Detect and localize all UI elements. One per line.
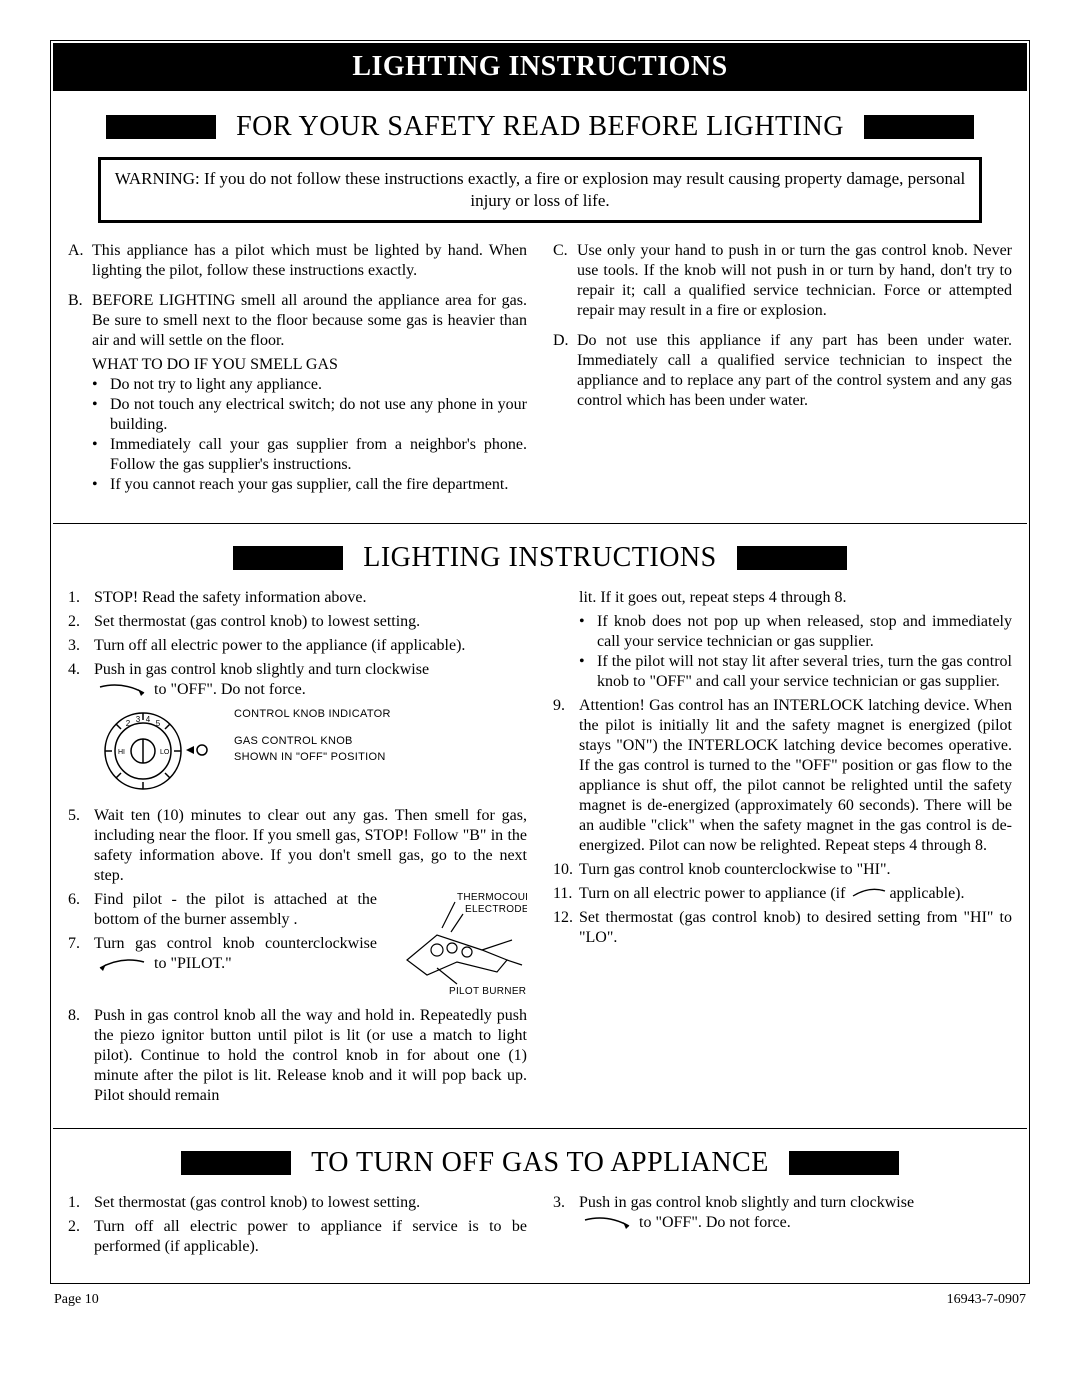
- heading-bar-left: [233, 546, 343, 570]
- step-4a: Push in gas control knob slightly and tu…: [94, 661, 429, 678]
- step-6: 6.Find pilot - the pilot is attached at …: [68, 890, 377, 930]
- svg-text:4: 4: [146, 715, 151, 724]
- smell-bullet-2: Do not touch any electrical switch; do n…: [110, 395, 527, 435]
- knob-diagram: 2 3 4 5 HI LO CONTROL KNOB INDICATOR: [98, 706, 527, 796]
- main-title-bar: LIGHTING INSTRUCTIONS: [53, 43, 1027, 91]
- label-knob: GAS CONTROL KNOB: [234, 733, 391, 750]
- divider-1: [53, 523, 1027, 524]
- divider-2: [53, 1128, 1027, 1129]
- step-10: 10.Turn gas control knob counterclockwis…: [553, 860, 1012, 880]
- safety-item-d: D. Do not use this appliance if any part…: [553, 331, 1012, 411]
- safety-heading: FOR YOUR SAFETY READ BEFORE LIGHTING: [68, 111, 1012, 143]
- turnoff-2: 2.Turn off all electric power to applian…: [68, 1217, 527, 1257]
- smell-gas-list: Do not try to light any appliance. Do no…: [92, 375, 527, 495]
- safety-item-c: C. Use only your hand to push in or turn…: [553, 241, 1012, 321]
- label-thermocouple: THERMOCOUPLE: [457, 892, 527, 903]
- step-5: 5.Wait ten (10) minutes to clear out any…: [68, 806, 527, 886]
- label-electrode: ELECTRODE: [465, 904, 527, 915]
- lighting-columns: 1.STOP! Read the safety information abov…: [68, 588, 1012, 1110]
- svg-text:LO: LO: [160, 749, 170, 756]
- footer-doc-id: 16943-7-0907: [947, 1292, 1026, 1308]
- lighting-heading-text: LIGHTING INSTRUCTIONS: [343, 542, 736, 574]
- heading-bar-left: [106, 115, 216, 139]
- page-footer: Page 10 16943-7-0907: [50, 1292, 1030, 1308]
- turnoff-heading: TO TURN OFF GAS TO APPLIANCE: [68, 1147, 1012, 1179]
- pilot-diagram-row: 6.Find pilot - the pilot is attached at …: [68, 890, 527, 1006]
- pilot-burner-icon: THERMOCOUPLE ELECTRODE PILOT BURNER: [387, 890, 527, 1000]
- safety-item-b: B. BEFORE LIGHTING smell all around the …: [68, 291, 527, 495]
- smell-bullet-3: Immediately call your gas supplier from …: [110, 435, 527, 475]
- step-12: 12.Set thermostat (gas control knob) to …: [553, 908, 1012, 948]
- label-pilot-burner: PILOT BURNER: [449, 986, 526, 997]
- lighting-heading: LIGHTING INSTRUCTIONS: [68, 542, 1012, 574]
- safety-heading-text: FOR YOUR SAFETY READ BEFORE LIGHTING: [216, 111, 864, 143]
- label-indicator: CONTROL KNOB INDICATOR: [234, 706, 391, 723]
- cont-bullet-2: If the pilot will not stay lit after sev…: [597, 652, 1012, 692]
- turnoff-columns: 1.Set thermostat (gas control knob) to l…: [68, 1193, 1012, 1261]
- svg-text:5: 5: [156, 719, 161, 728]
- step-3: 3.Turn off all electric power to the app…: [68, 636, 527, 656]
- turnoff-1: 1.Set thermostat (gas control knob) to l…: [68, 1193, 527, 1213]
- counterclockwise-arrow-icon: [94, 958, 150, 972]
- step-1: 1.STOP! Read the safety information abov…: [68, 588, 527, 608]
- step-8: 8.Push in gas control knob all the way a…: [68, 1006, 527, 1106]
- heading-bar-right: [737, 546, 847, 570]
- svg-text:HI: HI: [118, 749, 125, 756]
- turnoff-heading-text: TO TURN OFF GAS TO APPLIANCE: [291, 1147, 789, 1179]
- step-11a: Turn on all electric power to appliance …: [579, 885, 845, 902]
- step-4b: to "OFF". Do not force.: [154, 681, 306, 698]
- clockwise-arrow-icon: [94, 683, 150, 699]
- knob-icon: 2 3 4 5 HI LO: [98, 706, 218, 796]
- clockwise-arrow-icon: [579, 1216, 635, 1232]
- step-7a: Turn gas control knob counterclockwise: [94, 935, 377, 952]
- svg-text:2: 2: [126, 719, 131, 728]
- cont-bullet-1: If knob does not pop up when released, s…: [597, 612, 1012, 652]
- smell-gas-title: WHAT TO DO IF YOU SMELL GAS: [92, 355, 527, 375]
- step-9: 9.Attention! Gas control has an INTERLOC…: [553, 696, 1012, 856]
- smell-bullet-1: Do not try to light any appliance.: [110, 375, 527, 395]
- step-2: 2.Set thermostat (gas control knob) to l…: [68, 612, 527, 632]
- step-7: 7. Turn gas control knob counterclockwis…: [68, 934, 377, 974]
- page-border: LIGHTING INSTRUCTIONS FOR YOUR SAFETY RE…: [50, 40, 1030, 1284]
- heading-bar-left: [181, 1151, 291, 1175]
- step-11: 11. Turn on all electric power to applia…: [553, 884, 1012, 904]
- footer-page: Page 10: [54, 1292, 99, 1308]
- svg-text:3: 3: [136, 715, 141, 724]
- heading-bar-right: [789, 1151, 899, 1175]
- step-7b: to "PILOT.": [154, 955, 232, 972]
- step-11b: applicable).: [889, 885, 964, 902]
- turnoff-3a: Push in gas control knob slightly and tu…: [579, 1194, 914, 1211]
- turnoff-3b: to "OFF". Do not force.: [639, 1214, 791, 1231]
- step-8-continuation: lit. If it goes out, repeat steps 4 thro…: [553, 588, 1012, 692]
- safety-b-lead: BEFORE LIGHTING smell all around the app…: [92, 292, 527, 349]
- heading-bar-right: [864, 115, 974, 139]
- smell-bullet-4: If you cannot reach your gas supplier, c…: [110, 475, 527, 495]
- warning-box: WARNING: If you do not follow these inst…: [98, 157, 982, 223]
- safety-item-a: A. This appliance has a pilot which must…: [68, 241, 527, 281]
- content-area: FOR YOUR SAFETY READ BEFORE LIGHTING WAR…: [53, 91, 1027, 1281]
- turnoff-3: 3. Push in gas control knob slightly and…: [553, 1193, 1012, 1233]
- counterclockwise-arrow-icon: [849, 888, 889, 900]
- safety-columns: A. This appliance has a pilot which must…: [68, 241, 1012, 505]
- step-4: 4. Push in gas control knob slightly and…: [68, 660, 527, 700]
- label-off: SHOWN IN "OFF" POSITION: [234, 749, 391, 766]
